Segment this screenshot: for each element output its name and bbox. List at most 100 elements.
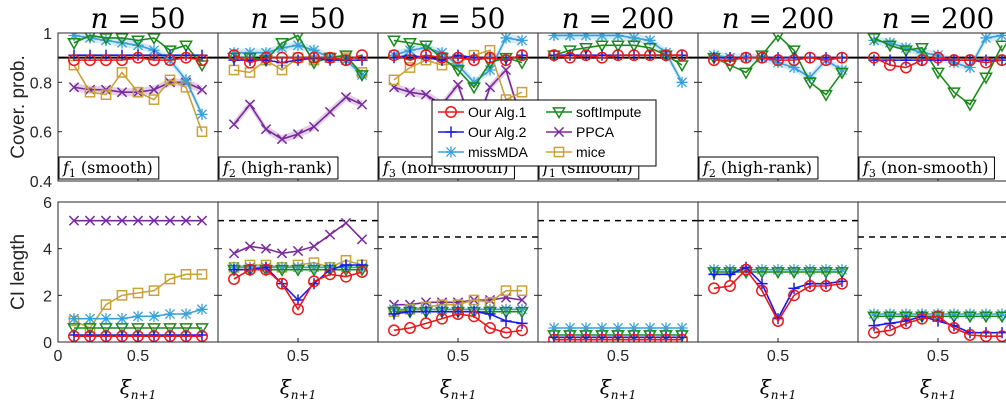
title-var: n bbox=[91, 2, 109, 35]
point-alg1 bbox=[580, 333, 592, 342]
legend-label: PPCA bbox=[576, 124, 615, 140]
point-softimpute bbox=[595, 40, 609, 53]
point-softimpute bbox=[387, 306, 401, 319]
point-alg2 bbox=[340, 259, 352, 271]
point-softimpute bbox=[195, 323, 209, 336]
point-alg1 bbox=[452, 308, 464, 320]
plot-area bbox=[218, 217, 378, 316]
point-softimpute bbox=[899, 45, 913, 58]
point-softimpute bbox=[787, 267, 801, 280]
point-softimpute bbox=[899, 311, 913, 324]
point-softimpute bbox=[979, 72, 993, 85]
point-alg2 bbox=[788, 282, 800, 294]
point-ppca bbox=[484, 82, 496, 93]
point-missmda bbox=[964, 61, 976, 74]
panel-r1-c0: 0 0.5 ξn+1 bbox=[54, 201, 219, 402]
point-ppca bbox=[452, 79, 464, 90]
point-missmda bbox=[980, 33, 992, 44]
point-ppca bbox=[484, 294, 496, 306]
series-alg1 bbox=[868, 51, 1006, 74]
point-alg1 bbox=[468, 54, 480, 67]
series-alg1 bbox=[868, 310, 1006, 342]
point-mice bbox=[164, 273, 176, 285]
point-softimpute bbox=[99, 33, 113, 46]
x-tick-label: 0.5 bbox=[287, 348, 309, 365]
function-label: f3 (non-smooth) bbox=[862, 158, 988, 180]
point-alg2 bbox=[660, 331, 672, 342]
point-missmda bbox=[884, 308, 896, 320]
point-softimpute bbox=[707, 267, 721, 280]
point-missmda bbox=[116, 313, 128, 325]
point-ppca bbox=[84, 215, 96, 226]
point-softimpute bbox=[563, 45, 577, 58]
point-alg1 bbox=[932, 51, 944, 64]
point-missmda bbox=[788, 61, 800, 74]
point-alg1 bbox=[84, 330, 96, 342]
point-alg1 bbox=[772, 315, 784, 327]
point-alg2 bbox=[484, 308, 496, 320]
point-missmda bbox=[452, 59, 464, 71]
xlabel-base: ξ bbox=[760, 375, 772, 399]
point-alg1 bbox=[196, 330, 208, 342]
point-softimpute bbox=[995, 40, 1006, 53]
point-alg1 bbox=[196, 54, 208, 67]
legend-marker-softimpute bbox=[552, 107, 566, 120]
point-ppca bbox=[228, 248, 240, 259]
point-softimpute bbox=[419, 40, 433, 53]
point-missmda bbox=[564, 33, 576, 42]
point-softimpute bbox=[227, 52, 241, 65]
panel-title: n = 50 bbox=[251, 2, 346, 35]
point-missmda bbox=[420, 42, 432, 54]
point-missmda bbox=[164, 308, 176, 320]
point-alg2 bbox=[580, 331, 592, 342]
point-missmda bbox=[500, 303, 512, 315]
point-alg1 bbox=[340, 270, 352, 283]
plot-area bbox=[698, 33, 858, 102]
point-alg1 bbox=[756, 284, 768, 297]
point-alg1 bbox=[116, 54, 128, 67]
point-missmda bbox=[948, 308, 960, 320]
plot-area bbox=[378, 33, 538, 137]
y-axis-label: CI length bbox=[8, 234, 29, 310]
point-alg2 bbox=[900, 54, 912, 66]
point-alg1 bbox=[772, 54, 784, 67]
point-softimpute bbox=[307, 264, 321, 277]
point-missmda bbox=[804, 264, 816, 276]
panel-title: n = 50 bbox=[91, 2, 186, 35]
point-missmda bbox=[548, 33, 560, 42]
point-softimpute bbox=[163, 45, 177, 58]
title-eq: = bbox=[109, 2, 150, 35]
point-alg1 bbox=[708, 54, 720, 67]
point-alg1 bbox=[260, 51, 272, 64]
point-missmda bbox=[660, 322, 672, 334]
point-mice bbox=[84, 86, 96, 98]
point-alg1 bbox=[676, 49, 688, 62]
function-symbol: f bbox=[542, 158, 552, 177]
band-ppca bbox=[234, 93, 362, 144]
point-alg1 bbox=[244, 263, 256, 276]
legend-label: Our Alg.2 bbox=[468, 124, 527, 140]
point-missmda bbox=[772, 264, 784, 276]
point-alg1 bbox=[804, 280, 816, 292]
xlabel-subscript: n+1 bbox=[931, 388, 956, 402]
point-alg1 bbox=[724, 280, 736, 292]
point-alg2 bbox=[260, 261, 272, 273]
point-alg1 bbox=[468, 310, 480, 323]
point-softimpute bbox=[995, 311, 1006, 324]
x-tick-label: 0.5 bbox=[607, 348, 629, 365]
point-alg1 bbox=[420, 317, 432, 330]
point-missmda bbox=[292, 261, 304, 273]
point-ppca bbox=[244, 241, 256, 252]
point-alg2 bbox=[756, 278, 768, 290]
legend-entry-alg2: Our Alg.2 bbox=[438, 124, 527, 140]
panel-r1-c4: 0.5 ξn+1 bbox=[697, 201, 859, 402]
point-missmda bbox=[676, 322, 688, 334]
point-softimpute bbox=[131, 323, 145, 336]
point-alg2 bbox=[900, 315, 912, 327]
legend-entry-missmda: missMDA bbox=[438, 144, 529, 160]
x-axis-label: ξn+1 bbox=[120, 375, 156, 402]
point-missmda bbox=[756, 264, 768, 276]
point-alg1 bbox=[804, 51, 816, 64]
legend-entry-ppca: PPCA bbox=[546, 124, 615, 140]
title-n: 50 bbox=[310, 2, 346, 35]
